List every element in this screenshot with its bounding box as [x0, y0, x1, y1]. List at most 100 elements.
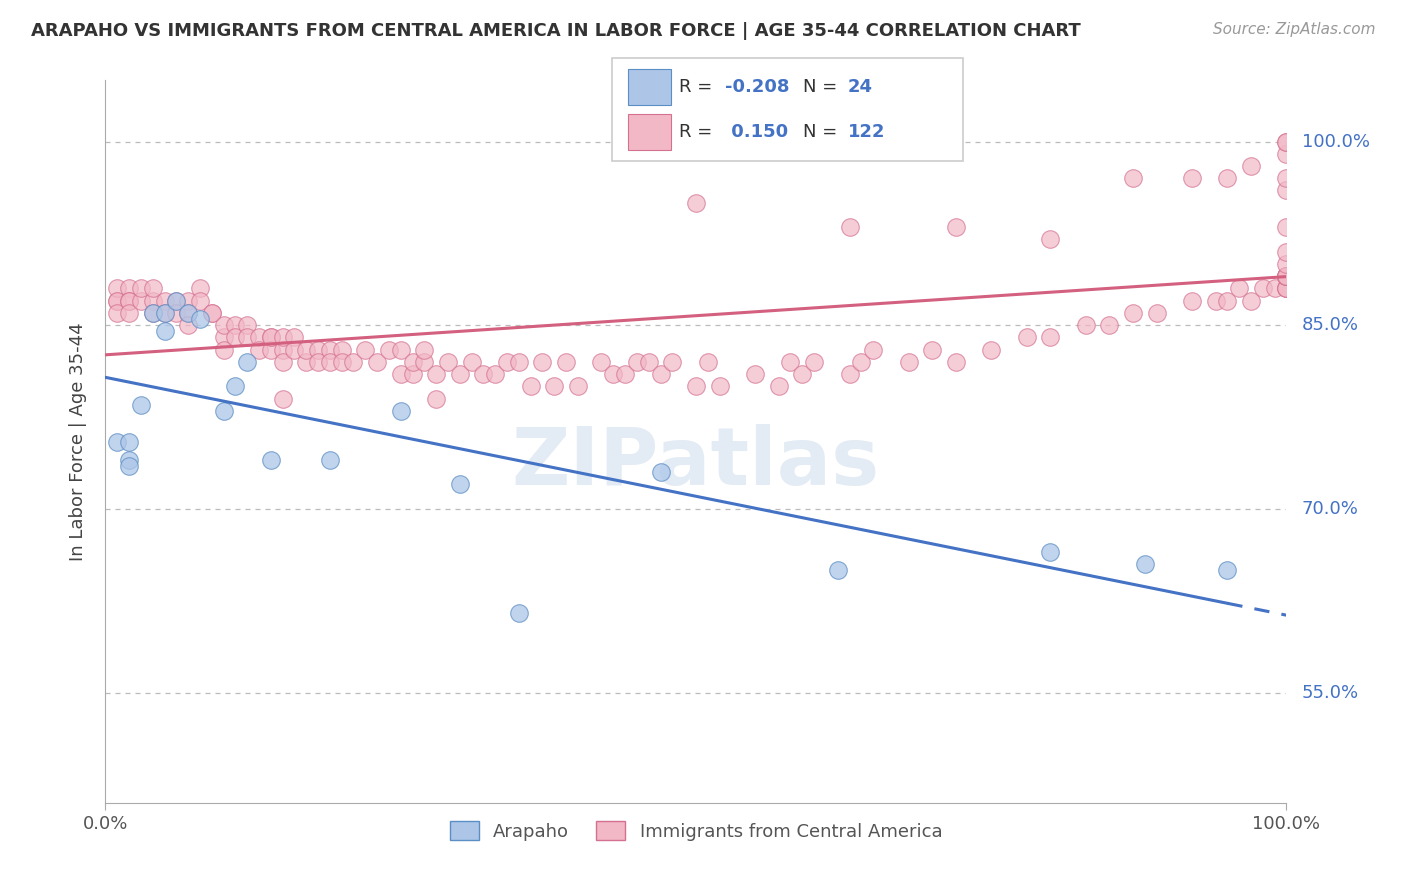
Point	[224, 318, 246, 333]
Point	[118, 293, 141, 308]
Point	[378, 343, 401, 357]
Point	[319, 343, 342, 357]
Point	[247, 330, 270, 344]
Text: Source: ZipAtlas.com: Source: ZipAtlas.com	[1212, 22, 1375, 37]
Point	[779, 355, 801, 369]
Point	[271, 392, 294, 406]
Point	[1275, 269, 1298, 284]
Point	[413, 355, 436, 369]
Point	[307, 343, 329, 357]
Point	[212, 404, 235, 418]
Point	[696, 355, 718, 369]
Point	[201, 306, 224, 320]
Point	[118, 281, 141, 295]
Point	[1275, 269, 1298, 284]
Point	[260, 330, 283, 344]
Point	[295, 355, 318, 369]
Text: 70.0%: 70.0%	[1302, 500, 1358, 518]
Point	[921, 343, 943, 357]
Point	[1039, 330, 1062, 344]
Point	[1275, 135, 1298, 149]
Point	[389, 343, 412, 357]
Point	[1275, 269, 1298, 284]
Point	[212, 330, 235, 344]
Point	[118, 453, 141, 467]
Point	[236, 330, 259, 344]
Point	[1275, 281, 1298, 295]
Point	[838, 367, 860, 381]
Point	[236, 355, 259, 369]
Point	[543, 379, 565, 393]
Point	[165, 293, 187, 308]
Point	[1275, 184, 1298, 198]
Point	[591, 355, 613, 369]
Text: 0.150: 0.150	[725, 123, 789, 141]
Point	[1098, 318, 1121, 333]
Point	[851, 355, 873, 369]
Point	[165, 306, 187, 320]
Point	[212, 343, 235, 357]
Point	[792, 367, 814, 381]
Text: 55.0%: 55.0%	[1302, 683, 1360, 702]
Point	[838, 220, 860, 235]
Point	[389, 404, 412, 418]
Text: 100.0%: 100.0%	[1302, 133, 1369, 151]
Text: R =: R =	[679, 78, 718, 95]
Point	[283, 330, 305, 344]
Point	[484, 367, 506, 381]
Point	[1240, 159, 1263, 173]
Point	[201, 306, 224, 320]
Point	[295, 343, 318, 357]
Point	[247, 343, 270, 357]
Point	[437, 355, 460, 369]
Point	[271, 355, 294, 369]
Point	[1205, 293, 1227, 308]
Point	[153, 324, 176, 338]
Point	[1275, 220, 1298, 235]
Point	[142, 281, 165, 295]
Point	[389, 367, 412, 381]
Point	[827, 563, 849, 577]
Point	[709, 379, 731, 393]
Point	[650, 367, 672, 381]
Text: -0.208: -0.208	[725, 78, 790, 95]
Point	[1227, 281, 1250, 295]
Point	[744, 367, 766, 381]
Point	[118, 458, 141, 473]
Point	[153, 306, 176, 320]
Point	[177, 306, 200, 320]
Point	[1264, 281, 1286, 295]
Point	[661, 355, 683, 369]
Point	[685, 195, 707, 210]
Point	[1146, 306, 1168, 320]
Text: R =: R =	[679, 123, 718, 141]
Point	[1240, 293, 1263, 308]
Point	[153, 306, 176, 320]
Point	[366, 355, 388, 369]
Point	[1275, 135, 1298, 149]
Point	[519, 379, 541, 393]
Point	[129, 293, 152, 308]
Point	[307, 355, 329, 369]
Text: ZIPatlas: ZIPatlas	[512, 425, 880, 502]
Point	[129, 398, 152, 412]
Point	[142, 306, 165, 320]
Point	[188, 312, 211, 326]
Point	[105, 306, 128, 320]
Point	[1216, 293, 1239, 308]
Point	[129, 281, 152, 295]
Point	[1216, 563, 1239, 577]
Point	[945, 220, 967, 235]
Point	[496, 355, 519, 369]
Point	[319, 453, 342, 467]
Point	[260, 343, 283, 357]
Point	[260, 453, 283, 467]
Point	[188, 293, 211, 308]
Point	[330, 343, 353, 357]
Point	[449, 367, 471, 381]
Point	[142, 306, 165, 320]
Point	[1122, 171, 1144, 186]
Point	[1275, 269, 1298, 284]
Text: N =: N =	[803, 123, 842, 141]
Point	[1275, 171, 1298, 186]
